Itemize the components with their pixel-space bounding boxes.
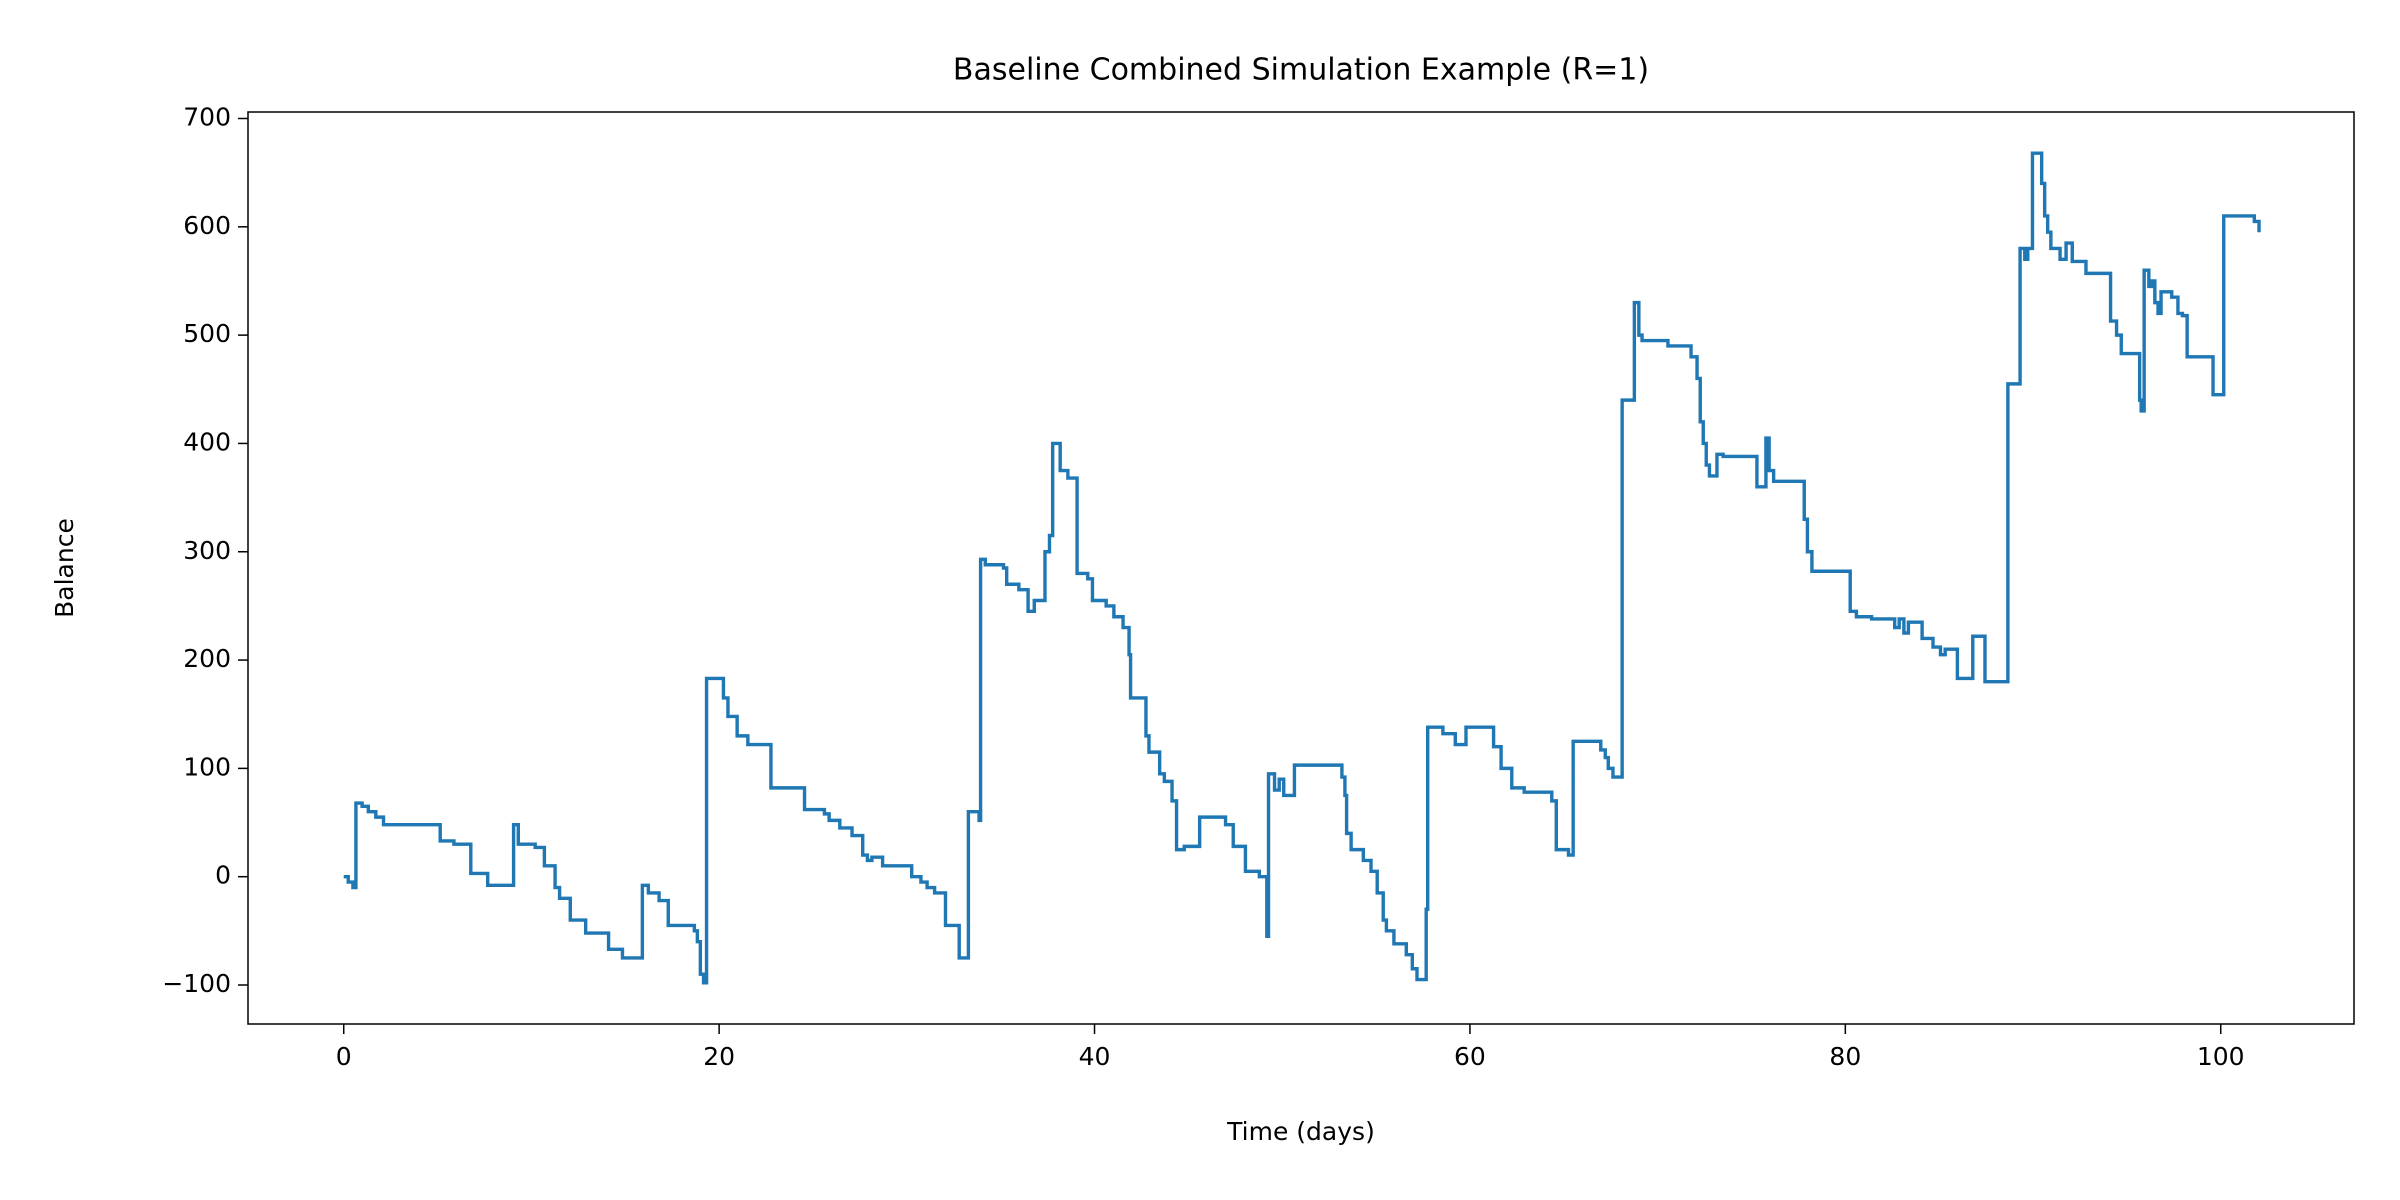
y-tick-label: 100 xyxy=(183,752,231,781)
y-tick-label: −100 xyxy=(162,969,231,998)
y-axis-label: Balance xyxy=(50,518,79,618)
y-tick-label: 300 xyxy=(183,536,231,565)
plot-frame xyxy=(247,111,2355,1025)
x-tick-label: 40 xyxy=(1079,1042,1111,1071)
data-line xyxy=(343,151,2261,985)
y-tick-label: 500 xyxy=(183,319,231,348)
y-tick-label: 700 xyxy=(183,102,231,131)
x-axis-label: Time (days) xyxy=(1226,1117,1375,1146)
y-tick-label: 200 xyxy=(183,644,231,673)
x-tick-label: 80 xyxy=(1829,1042,1861,1071)
x-tick-label: 100 xyxy=(2197,1042,2245,1071)
y-tick-label: 0 xyxy=(215,861,231,890)
y-tick-label: 400 xyxy=(183,427,231,456)
x-tick-label: 60 xyxy=(1454,1042,1486,1071)
chart-title: Baseline Combined Simulation Example (R=… xyxy=(953,53,1649,88)
y-tick-label: 600 xyxy=(183,211,231,240)
x-tick-label: 20 xyxy=(703,1042,735,1071)
x-tick-label: 0 xyxy=(336,1042,352,1071)
